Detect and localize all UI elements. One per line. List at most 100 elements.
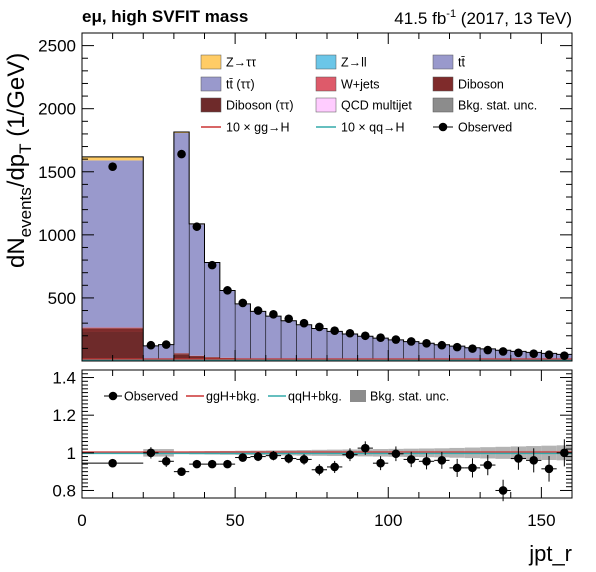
ratio-point [315, 465, 324, 475]
observed-point [376, 333, 385, 342]
ratio-point [406, 455, 416, 464]
ratio-point [544, 464, 554, 474]
ratio-point [514, 454, 523, 463]
x-axis-title: jpt_r [528, 541, 572, 566]
observed-point [177, 149, 186, 159]
legend-observed-label: Observed [458, 121, 512, 135]
bar-w-jets [82, 327, 144, 329]
observed-point [437, 340, 447, 350]
observed-point [360, 331, 370, 341]
bar-tt [342, 334, 358, 361]
stack-outline [81, 131, 573, 361]
legend-qcd-multijet-swatch [315, 97, 337, 113]
legend-tt-label: tt̄ [458, 56, 465, 70]
bar-tt [311, 328, 327, 360]
bar-z [173, 132, 190, 134]
ratio-legend-observed-marker [108, 391, 118, 401]
observed-point [108, 162, 117, 172]
ratio-point [284, 454, 294, 463]
observed-point [161, 340, 171, 349]
ratio-point [146, 448, 156, 458]
bar-tt [418, 343, 435, 361]
x-tick-label: 100 [374, 511, 402, 530]
main-legend: Z→ττ Z→ll tt̄ tt̄ (ττ) W+jets Diboson Diboson … [200, 54, 537, 135]
y-tick-label: 2500 [38, 37, 76, 56]
ratio-observed [82, 439, 572, 502]
observed-point [269, 310, 278, 319]
observed-point [315, 322, 324, 332]
legend-qcd-multijet-label: QCD multijet [341, 99, 412, 113]
y-tick-label: 500 [48, 289, 76, 308]
observed-point [253, 306, 263, 315]
ratio-point [192, 459, 202, 469]
y-tick-label: 1500 [38, 163, 76, 182]
legend-tt-label: tt̄ (ττ) [226, 78, 255, 92]
bar-tt [327, 331, 343, 360]
observed-point [483, 345, 493, 355]
bar-tt [281, 321, 297, 360]
ratio-point [345, 450, 355, 460]
x-tick-label: 150 [527, 511, 555, 530]
ratio-point [253, 452, 263, 461]
main-plot-panel: 500 1000 1500 2000 2500 Z→ττ Z→ll tt̄ tt̄ (ττ) W… [38, 32, 573, 362]
observed-point [207, 260, 217, 270]
ratio-point [391, 449, 401, 459]
x-tick-label: 50 [226, 511, 245, 530]
legend-z-ll-label: Z→ll [341, 56, 367, 70]
y-tick-label: 2000 [38, 100, 76, 119]
observed-point [422, 339, 431, 348]
bar-tt [449, 346, 465, 361]
stacked-histogram [81, 131, 573, 361]
bar-tt [372, 338, 389, 361]
bar-diboson [204, 357, 220, 358]
ratio-point [422, 456, 431, 466]
observed-point [514, 348, 523, 358]
observed-point [452, 342, 462, 352]
ratio-y-tick-label: 1 [67, 444, 76, 463]
ratio-point [452, 463, 462, 473]
bar-tt [189, 224, 205, 356]
observed-point [529, 349, 539, 358]
luminosity-label: 41.5 fb-1 (2017, 13 TeV) [394, 8, 572, 28]
bar-tt [480, 349, 496, 361]
ratio-point [437, 456, 447, 465]
bar-tt [143, 345, 159, 361]
bar-tt [82, 160, 144, 328]
ratio-legend-observed-label: Observed [124, 390, 178, 404]
ratio-legend: Observed ggH+bkg. qqH+bkg. Bkg. stat. unc. [104, 390, 449, 404]
observed-point [406, 337, 416, 346]
ratio-point [468, 463, 477, 473]
bar-diboson [173, 353, 190, 355]
observed-point [560, 351, 569, 361]
legend-observed-marker [438, 122, 448, 132]
legend-diboson-swatch [432, 76, 454, 92]
ratio-point [330, 462, 339, 472]
ratio-signal-lines [82, 451, 572, 455]
ratio-point [360, 443, 370, 453]
ratio-point [108, 458, 117, 468]
observed-point [223, 286, 232, 295]
observed-point [284, 314, 294, 324]
legend-bkg-stat-unc-swatch [432, 97, 454, 113]
legend-tt-swatch [432, 54, 454, 70]
legend-w-jets-label: W+jets [341, 78, 380, 92]
observed-point [391, 335, 401, 344]
legend-z-ll-swatch [315, 54, 337, 70]
ratio-point [299, 455, 309, 464]
bar-tt [204, 262, 220, 357]
observed-point [192, 222, 202, 231]
observed-point [299, 318, 309, 328]
legend-w-jets-swatch [315, 76, 337, 92]
bar-tt [265, 316, 282, 360]
observed-point [146, 340, 156, 350]
observed-point [330, 326, 339, 336]
bar-diboson [219, 357, 236, 359]
ratio-y-tick-label: 1.4 [52, 369, 76, 388]
y-tick-label: 1000 [38, 226, 76, 245]
ratio-point [207, 459, 217, 469]
legend-diboson-swatch [200, 97, 222, 113]
legend-z-label: Z→ττ [226, 56, 256, 70]
legend-10-gg-h-label: 10 × gg→H [226, 121, 290, 135]
ratio-point [223, 459, 232, 469]
